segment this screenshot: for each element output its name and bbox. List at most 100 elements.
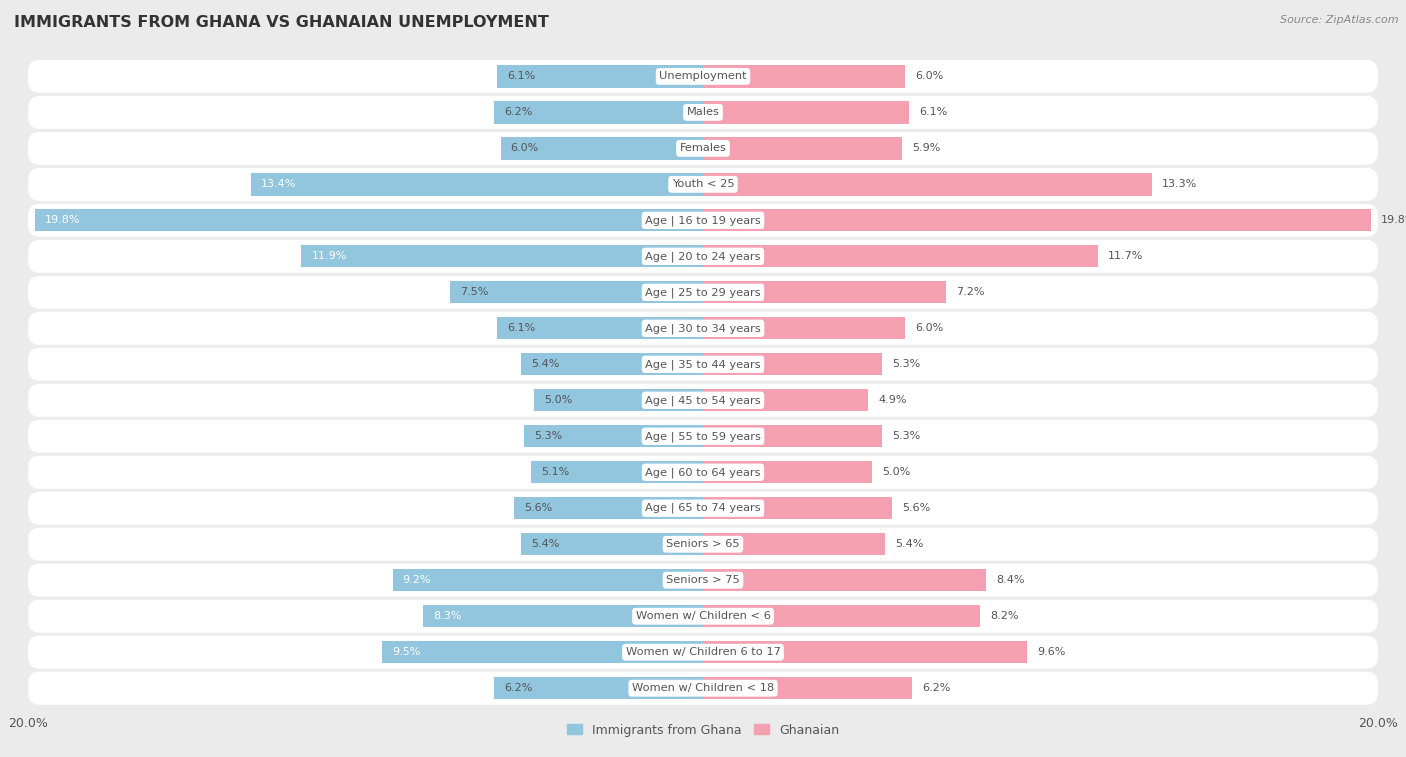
FancyBboxPatch shape bbox=[28, 492, 1378, 525]
Text: Unemployment: Unemployment bbox=[659, 71, 747, 82]
Text: Age | 30 to 34 years: Age | 30 to 34 years bbox=[645, 323, 761, 334]
Text: 6.2%: 6.2% bbox=[503, 683, 533, 693]
Bar bbox=[703, 497, 891, 519]
Bar bbox=[498, 65, 703, 88]
Bar bbox=[703, 641, 1026, 663]
Text: Age | 16 to 19 years: Age | 16 to 19 years bbox=[645, 215, 761, 226]
Text: 5.0%: 5.0% bbox=[882, 467, 910, 477]
Bar bbox=[703, 317, 905, 339]
Text: Males: Males bbox=[686, 107, 720, 117]
Bar bbox=[450, 281, 703, 304]
Text: Age | 55 to 59 years: Age | 55 to 59 years bbox=[645, 431, 761, 441]
Bar bbox=[501, 137, 703, 160]
Text: 7.2%: 7.2% bbox=[956, 288, 984, 298]
Bar bbox=[250, 173, 703, 195]
Bar bbox=[703, 353, 882, 375]
Text: Women w/ Children 6 to 17: Women w/ Children 6 to 17 bbox=[626, 647, 780, 657]
Bar bbox=[392, 569, 703, 591]
Legend: Immigrants from Ghana, Ghanaian: Immigrants from Ghana, Ghanaian bbox=[562, 718, 844, 742]
Bar bbox=[703, 173, 1152, 195]
FancyBboxPatch shape bbox=[28, 636, 1378, 668]
Bar bbox=[531, 461, 703, 484]
Text: 5.6%: 5.6% bbox=[524, 503, 553, 513]
FancyBboxPatch shape bbox=[28, 96, 1378, 129]
Bar bbox=[703, 209, 1371, 232]
Text: 5.4%: 5.4% bbox=[896, 539, 924, 550]
Bar bbox=[35, 209, 703, 232]
Text: 9.5%: 9.5% bbox=[392, 647, 420, 657]
Text: 11.9%: 11.9% bbox=[312, 251, 347, 261]
Text: Seniors > 65: Seniors > 65 bbox=[666, 539, 740, 550]
Text: 5.9%: 5.9% bbox=[912, 143, 941, 154]
Text: Source: ZipAtlas.com: Source: ZipAtlas.com bbox=[1281, 15, 1399, 25]
Text: 6.0%: 6.0% bbox=[915, 71, 943, 82]
Text: 8.3%: 8.3% bbox=[433, 611, 461, 621]
Text: 5.3%: 5.3% bbox=[891, 431, 920, 441]
FancyBboxPatch shape bbox=[28, 132, 1378, 165]
Text: 5.3%: 5.3% bbox=[534, 431, 562, 441]
Text: 19.8%: 19.8% bbox=[45, 215, 80, 226]
Text: 6.0%: 6.0% bbox=[510, 143, 538, 154]
Text: 6.2%: 6.2% bbox=[922, 683, 950, 693]
Bar bbox=[703, 101, 908, 123]
Text: 8.4%: 8.4% bbox=[997, 575, 1025, 585]
FancyBboxPatch shape bbox=[28, 600, 1378, 633]
Text: 9.2%: 9.2% bbox=[402, 575, 432, 585]
Text: 5.4%: 5.4% bbox=[531, 539, 560, 550]
Bar bbox=[520, 353, 703, 375]
Bar bbox=[703, 677, 912, 699]
Text: 5.3%: 5.3% bbox=[891, 360, 920, 369]
Text: Women w/ Children < 6: Women w/ Children < 6 bbox=[636, 611, 770, 621]
Text: 6.1%: 6.1% bbox=[508, 323, 536, 333]
Text: Age | 35 to 44 years: Age | 35 to 44 years bbox=[645, 359, 761, 369]
Text: Youth < 25: Youth < 25 bbox=[672, 179, 734, 189]
Text: 11.7%: 11.7% bbox=[1108, 251, 1143, 261]
Text: Age | 20 to 24 years: Age | 20 to 24 years bbox=[645, 251, 761, 262]
Text: 13.3%: 13.3% bbox=[1161, 179, 1197, 189]
FancyBboxPatch shape bbox=[28, 419, 1378, 453]
Bar bbox=[703, 137, 903, 160]
Bar bbox=[301, 245, 703, 267]
Text: 19.8%: 19.8% bbox=[1381, 215, 1406, 226]
Text: 9.6%: 9.6% bbox=[1038, 647, 1066, 657]
Text: 5.1%: 5.1% bbox=[541, 467, 569, 477]
Text: Age | 65 to 74 years: Age | 65 to 74 years bbox=[645, 503, 761, 513]
Text: Age | 60 to 64 years: Age | 60 to 64 years bbox=[645, 467, 761, 478]
Bar bbox=[494, 101, 703, 123]
FancyBboxPatch shape bbox=[28, 204, 1378, 237]
Bar bbox=[520, 533, 703, 556]
Text: 5.0%: 5.0% bbox=[544, 395, 572, 405]
FancyBboxPatch shape bbox=[28, 240, 1378, 273]
Text: Seniors > 75: Seniors > 75 bbox=[666, 575, 740, 585]
Text: 6.1%: 6.1% bbox=[508, 71, 536, 82]
Bar bbox=[534, 389, 703, 412]
FancyBboxPatch shape bbox=[28, 276, 1378, 309]
FancyBboxPatch shape bbox=[28, 671, 1378, 705]
Text: 5.6%: 5.6% bbox=[903, 503, 931, 513]
Text: Age | 25 to 29 years: Age | 25 to 29 years bbox=[645, 287, 761, 298]
Bar bbox=[423, 605, 703, 628]
Text: 6.1%: 6.1% bbox=[920, 107, 948, 117]
FancyBboxPatch shape bbox=[28, 384, 1378, 417]
Text: 13.4%: 13.4% bbox=[262, 179, 297, 189]
Text: Women w/ Children < 18: Women w/ Children < 18 bbox=[631, 683, 775, 693]
Bar bbox=[382, 641, 703, 663]
Bar bbox=[703, 281, 946, 304]
FancyBboxPatch shape bbox=[28, 528, 1378, 561]
Bar bbox=[515, 497, 703, 519]
FancyBboxPatch shape bbox=[28, 347, 1378, 381]
Text: 6.0%: 6.0% bbox=[915, 323, 943, 333]
Bar bbox=[703, 461, 872, 484]
Bar bbox=[703, 533, 886, 556]
Text: 7.5%: 7.5% bbox=[460, 288, 488, 298]
Bar bbox=[703, 605, 980, 628]
Text: 4.9%: 4.9% bbox=[879, 395, 907, 405]
FancyBboxPatch shape bbox=[28, 564, 1378, 597]
Text: Females: Females bbox=[679, 143, 727, 154]
Bar bbox=[703, 425, 882, 447]
Text: Age | 45 to 54 years: Age | 45 to 54 years bbox=[645, 395, 761, 406]
Bar bbox=[703, 245, 1098, 267]
FancyBboxPatch shape bbox=[28, 312, 1378, 345]
Text: 6.2%: 6.2% bbox=[503, 107, 533, 117]
Bar bbox=[498, 317, 703, 339]
